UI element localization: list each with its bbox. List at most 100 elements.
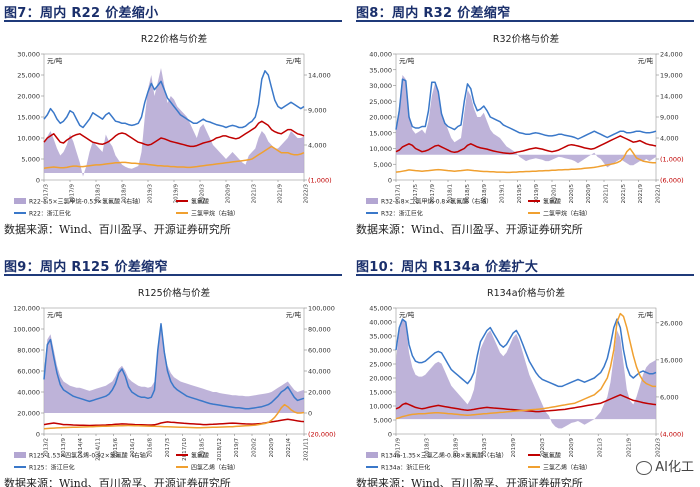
y-tick-label: 40,000 bbox=[369, 319, 392, 327]
x-tick-label: 2019/5 bbox=[517, 184, 523, 204]
series-area-spread bbox=[44, 326, 304, 413]
x-tick-label: 2020/9 bbox=[586, 184, 592, 204]
y-tick-label: 20,000 bbox=[369, 114, 392, 122]
series-line-1 bbox=[43, 418, 305, 427]
legend-label: 三氯乙烯（右轴） bbox=[543, 464, 591, 472]
y-tick-label: 5,000 bbox=[373, 417, 392, 425]
chart-title: R32价格与价差 bbox=[493, 33, 559, 45]
x-tick-label: 2014/11 bbox=[96, 438, 102, 461]
r125-chart: R125价格与价差 0 20,000 40,000 60,000 80,000 100,00… bbox=[13, 287, 336, 472]
x-tick-label: 2018/3 bbox=[424, 438, 430, 458]
figure-label: 图9：周内 R125 价差缩窄 bbox=[4, 260, 168, 275]
r22-chart: R22价格与价差 0 5,000 10,000 15,000 20,000 25,000 30… bbox=[14, 33, 332, 218]
x-tick-label: 2018/3 bbox=[96, 184, 102, 204]
x-tick-label: 2020/5 bbox=[569, 184, 575, 204]
y-tick-label: 100,000 bbox=[13, 326, 40, 334]
source-note: 数据来源：Wind、百川盈孚、开源证券研究所 bbox=[356, 223, 583, 236]
source-note: 数据来源：Wind、百川盈孚、开源证券研究所 bbox=[4, 223, 231, 236]
y-tick-label: 30,000 bbox=[369, 347, 392, 355]
series-line-3 bbox=[43, 403, 305, 430]
x-tick-label: 2020/9 bbox=[569, 438, 575, 458]
y2-tick-label: (1,000) bbox=[660, 156, 684, 164]
y2-tick-label: 9,000 bbox=[308, 107, 327, 115]
figure-label: 图7：周内 R22 价差缩小 bbox=[4, 6, 159, 21]
y2-tick-label: 26,000 bbox=[660, 319, 683, 327]
unit-right-label: 元/吨 bbox=[286, 310, 302, 319]
x-tick-label: 2013/2 bbox=[44, 438, 50, 457]
legend-label: R32：浙江巨化 bbox=[381, 210, 423, 218]
x-tick-label: 2018/9 bbox=[453, 438, 459, 458]
y2-tick-label: 0 bbox=[308, 410, 312, 418]
x-tick-label: 2017/3 bbox=[44, 184, 50, 204]
x-tick-label: 2016/8 bbox=[148, 438, 154, 458]
x-tick-label: 2018/12 bbox=[217, 438, 223, 461]
x-tick-label: 2019/7 bbox=[234, 438, 240, 458]
series-line-2 bbox=[43, 70, 305, 129]
x-tick-label: 2019/9 bbox=[511, 438, 517, 458]
y-tick-label: 40,000 bbox=[369, 51, 392, 59]
wechat-icon bbox=[636, 460, 653, 475]
y-tick-label: 25,000 bbox=[369, 361, 392, 369]
figure-panel-r125: 图9：周内 R125 价差缩窄 R125价格与价差 0 20,000 40,000 60… bbox=[4, 256, 344, 487]
legend-label: 氢氟酸 bbox=[543, 198, 561, 206]
figure-panel-r32: 图8：周内 R32 价差缩窄 R32价格与价差 0 5,000 10,000 15,00… bbox=[356, 2, 696, 237]
y-tick-label: 60,000 bbox=[17, 368, 40, 376]
y2-tick-label: (4,000) bbox=[660, 431, 684, 439]
x-tick-label: 2019/3 bbox=[148, 184, 154, 204]
figure-title: 图7：周内 R22 价差缩小 bbox=[4, 2, 342, 22]
x-tick-label: 2021/11 bbox=[304, 438, 310, 461]
x-tick-label: 2014/4 bbox=[78, 438, 84, 458]
x-tick-label: 2020/2 bbox=[252, 438, 258, 457]
y-tick-label: 35,000 bbox=[369, 66, 392, 74]
y2-tick-label: 14,000 bbox=[308, 72, 331, 80]
y-tick-label: 45,000 bbox=[369, 305, 392, 313]
x-tick-label: 2022/3 bbox=[304, 184, 310, 204]
y2-tick-label: 16,000 bbox=[660, 356, 683, 364]
x-tick-label: 2017/3 bbox=[165, 438, 171, 458]
y-tick-label: 20,000 bbox=[369, 375, 392, 383]
x-tick-label: 2021/9 bbox=[278, 184, 284, 204]
y-tick-label: 15,000 bbox=[369, 129, 392, 137]
series-line-1 bbox=[395, 135, 657, 155]
legend-label: 四氯乙烯（右轴） bbox=[191, 464, 239, 472]
y-tick-label: 5,000 bbox=[21, 156, 40, 164]
y2-tick-label: 80,000 bbox=[308, 326, 331, 334]
y2-tick-label: 24,000 bbox=[660, 51, 683, 59]
series-line-3 bbox=[395, 312, 656, 420]
series-line-2 bbox=[395, 318, 657, 388]
x-tick-label: 2021/1 bbox=[604, 184, 610, 203]
y2-tick-label: 60,000 bbox=[308, 347, 331, 355]
y-tick-label: 25,000 bbox=[369, 98, 392, 106]
x-tick-label: 2017/9 bbox=[430, 184, 436, 204]
x-tick-label: 2017/1 bbox=[396, 184, 402, 203]
y2-tick-label: 6,000 bbox=[660, 393, 679, 401]
source-note: 数据来源：Wind、百川盈孚、开源证券研究所 bbox=[356, 477, 583, 487]
x-tick-label: 2020/1 bbox=[552, 184, 558, 203]
legend-label: 氢氟酸 bbox=[191, 198, 209, 206]
y-tick-label: 10,000 bbox=[369, 403, 392, 411]
y2-tick-label: (20,000) bbox=[308, 431, 336, 439]
x-tick-label: 2017/9 bbox=[70, 184, 76, 204]
x-tick-label: 2017/9 bbox=[396, 438, 402, 458]
unit-left-label: 元/吨 bbox=[47, 56, 63, 65]
y-tick-label: 20,000 bbox=[17, 410, 40, 418]
x-tick-label: 2015/6 bbox=[113, 438, 119, 458]
unit-left-label: 元/吨 bbox=[47, 310, 63, 319]
y2-tick-label: 9,000 bbox=[660, 114, 679, 122]
y-tick-label: 25,000 bbox=[17, 72, 40, 80]
x-tick-label: 2021/5 bbox=[621, 184, 627, 204]
legend-label: R134a：浙江巨化 bbox=[381, 464, 430, 472]
legend-label: R134a-1.35×三氯乙烯-0.88×氢氟酸（右轴） bbox=[381, 452, 507, 460]
y-tick-label: 80,000 bbox=[17, 347, 40, 355]
x-tick-label: 2018/9 bbox=[482, 184, 488, 204]
x-tick-label: 2019/9 bbox=[534, 184, 540, 204]
figure-title: 图9：周内 R125 价差缩窄 bbox=[4, 256, 342, 276]
y2-tick-label: 40,000 bbox=[308, 368, 331, 376]
r134a-chart: R134a价格与价差 0 5,000 10,000 15,000 20,000 25,000… bbox=[366, 287, 684, 472]
figure-panel-r22: 图7：周内 R22 价差缩小 R22价格与价差 0 5,000 10,000 15,00… bbox=[4, 2, 344, 237]
figure-title: 图8：周内 R32 价差缩窄 bbox=[356, 2, 694, 22]
y-tick-label: 20,000 bbox=[17, 93, 40, 101]
legend-label: R22-1.5×三氯甲烷-0.53×氢氟酸（右轴） bbox=[29, 198, 144, 206]
legend-swatch bbox=[366, 452, 378, 458]
chart-title: R125价格与价差 bbox=[138, 287, 210, 299]
